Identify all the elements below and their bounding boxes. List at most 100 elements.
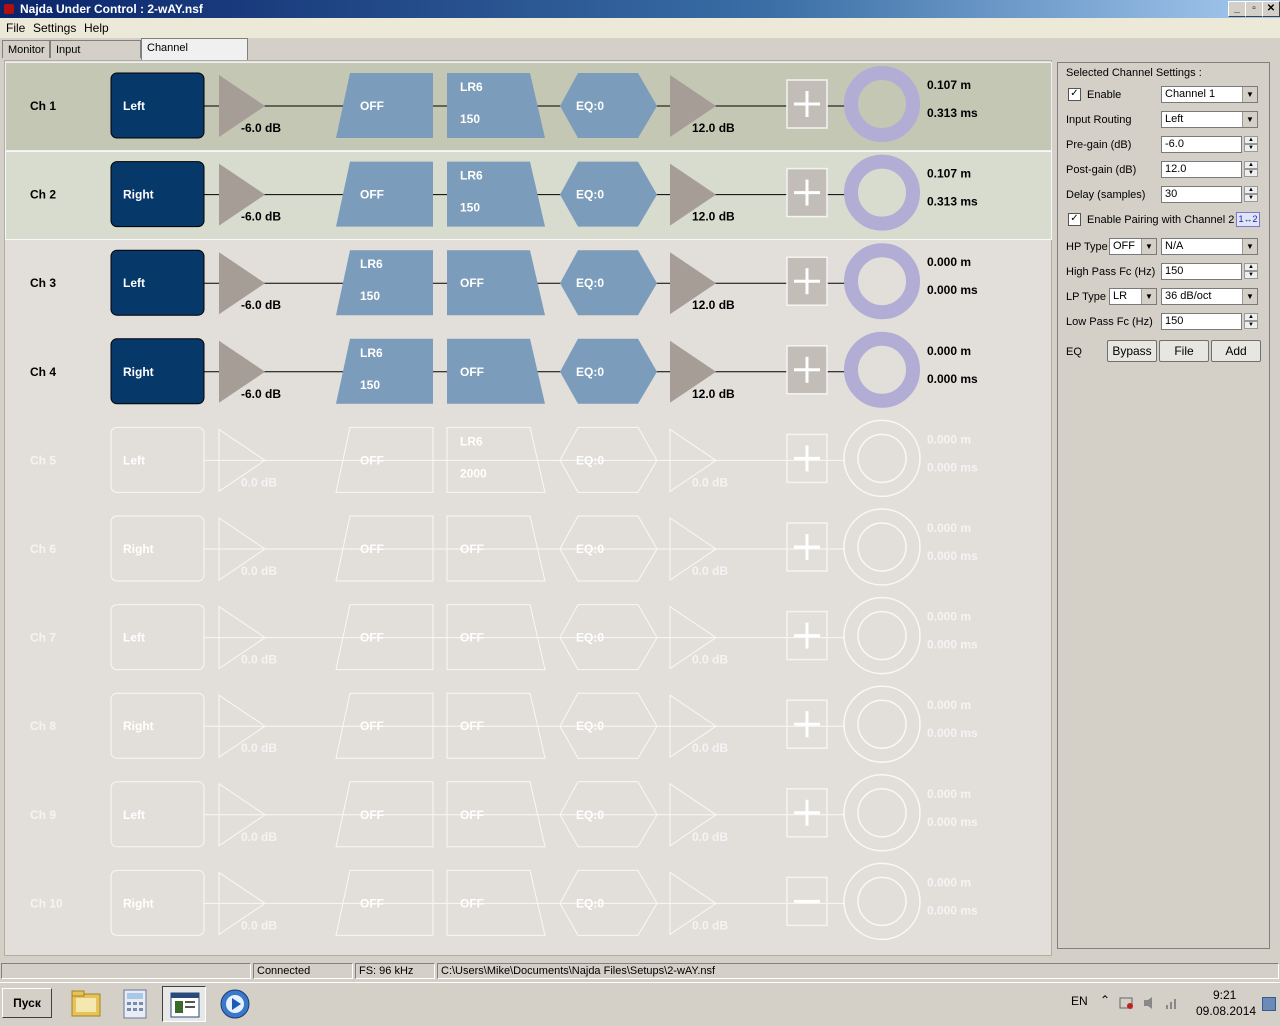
add-channel-button[interactable] [786,788,828,838]
pre-gain-input[interactable]: -6.0 [1161,136,1242,153]
post-gain-triangle[interactable] [669,694,717,759]
high-pass-filter-block[interactable] [336,161,433,227]
input-routing-block[interactable] [110,515,205,582]
delay-input[interactable]: 30 [1161,186,1242,203]
pre-gain-triangle[interactable] [218,605,266,670]
low-pass-filter-block[interactable] [447,338,545,404]
low-pass-filter-block[interactable] [446,426,546,493]
hp-fc-spinner[interactable]: ▲ ▼ [1244,263,1258,280]
channel-label[interactable]: Ch 9 [30,808,56,822]
post-gain-spinner[interactable]: ▲ ▼ [1244,161,1258,178]
low-pass-filter-block[interactable] [447,250,545,316]
delay-spinner[interactable]: ▲ ▼ [1244,186,1258,203]
channel-label[interactable]: Ch 2 [30,188,56,202]
high-pass-filter-block[interactable] [336,338,433,404]
channel-label[interactable]: Ch 6 [30,542,56,556]
post-gain-triangle[interactable] [669,871,717,936]
clock-date[interactable]: 09.08.2014 [1196,1004,1257,1018]
input-routing-block[interactable] [110,426,205,493]
delay-ring[interactable] [843,596,921,675]
input-routing-block[interactable] [110,161,205,228]
pre-gain-triangle[interactable] [218,428,266,493]
delay-ring[interactable] [844,331,920,408]
high-pass-filter-block[interactable] [335,426,434,493]
menu-help[interactable]: Help [84,21,109,35]
high-pass-filter-block[interactable] [336,250,433,316]
lp-type-select[interactable]: LR ▼ [1109,288,1157,305]
post-gain-input[interactable]: 12.0 [1161,161,1242,178]
channel-label[interactable]: Ch 7 [30,631,56,645]
pre-gain-triangle[interactable] [218,871,266,936]
post-gain-triangle[interactable] [670,340,716,403]
pre-gain-triangle[interactable] [219,252,265,315]
hp-type-select[interactable]: OFF ▼ [1109,238,1157,255]
pairing-link-button[interactable]: 1↔2 [1236,212,1260,227]
low-pass-filter-block[interactable] [446,869,546,936]
najda-icon[interactable] [162,986,206,1022]
enable-checkbox[interactable]: ✓ [1068,88,1081,101]
low-pass-filter-block[interactable] [446,692,546,759]
low-pass-filter-block[interactable] [447,73,545,138]
channel-label[interactable]: Ch 1 [30,99,56,113]
eq-block[interactable] [559,869,658,936]
input-routing-block[interactable] [110,72,205,139]
high-pass-filter-block[interactable] [335,604,434,671]
input-routing-block[interactable] [110,869,205,936]
delay-ring[interactable] [843,419,921,498]
pre-gain-triangle[interactable] [219,340,265,403]
pairing-checkbox[interactable]: ✓ [1068,213,1081,226]
add-channel-button[interactable] [786,433,828,484]
add-channel-button[interactable] [786,610,828,661]
maximize-button[interactable]: ▫ [1245,1,1263,17]
delay-ring[interactable] [844,154,920,231]
add-channel-button[interactable] [786,522,828,572]
channel-label[interactable]: Ch 3 [30,276,56,290]
pre-gain-triangle[interactable] [219,75,265,137]
channel-label[interactable]: Ch 10 [30,896,63,910]
input-routing-block[interactable] [110,604,205,671]
remove-channel-button[interactable] [786,876,828,927]
pre-gain-spinner[interactable]: ▲ ▼ [1244,136,1258,153]
input-routing-block[interactable] [110,338,205,405]
language-indicator[interactable]: EN [1071,994,1088,1008]
pre-gain-triangle[interactable] [218,782,266,847]
delay-ring[interactable] [843,862,921,941]
lp-fc-spinner[interactable]: ▲ ▼ [1244,313,1258,330]
high-pass-filter-block[interactable] [335,692,434,759]
eq-block[interactable] [559,604,658,671]
high-pass-filter-block[interactable] [335,869,434,936]
pre-gain-triangle[interactable] [218,517,266,581]
eq-block[interactable] [560,250,657,316]
high-pass-filter-block[interactable] [336,73,433,138]
eq-bypass-button[interactable]: Bypass [1107,340,1157,362]
media-player-icon[interactable] [213,986,257,1022]
explorer-icon[interactable] [64,986,108,1022]
eq-block[interactable] [560,338,657,404]
minimize-button[interactable]: _ [1228,1,1246,17]
hp-fc-input[interactable]: 150 [1161,263,1242,280]
close-button[interactable]: ✕ [1262,1,1280,17]
high-pass-filter-block[interactable] [335,781,434,848]
pre-gain-triangle[interactable] [218,694,266,759]
eq-block[interactable] [560,73,657,138]
show-desktop-button[interactable] [1262,997,1276,1011]
lp-fc-input[interactable]: 150 [1161,313,1242,330]
post-gain-triangle[interactable] [669,782,717,847]
high-pass-filter-block[interactable] [335,515,434,582]
post-gain-triangle[interactable] [669,428,717,493]
eq-block[interactable] [559,426,658,493]
eq-block[interactable] [559,515,658,582]
delay-ring[interactable] [843,685,921,763]
eq-block[interactable] [559,781,658,848]
input-routing-block[interactable] [110,781,205,848]
post-gain-triangle[interactable] [670,75,716,137]
input-routing-select[interactable]: Left ▼ [1161,111,1258,128]
eq-file-button[interactable]: File [1159,340,1209,362]
channel-label[interactable]: Ch 4 [30,365,56,379]
menu-settings[interactable]: Settings [33,21,77,35]
pre-gain-triangle[interactable] [219,163,265,226]
add-channel-button[interactable] [786,699,828,749]
input-routing-block[interactable] [110,692,205,759]
delay-ring[interactable] [843,508,921,586]
post-gain-triangle[interactable] [669,517,717,581]
